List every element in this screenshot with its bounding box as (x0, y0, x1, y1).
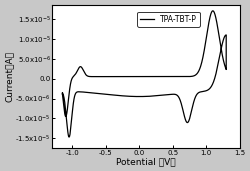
TPA-TBT-P (200, 61, 203, 63)
TPA-TBT-P (61, 93, 64, 95)
TPA-TBT-P (204, 42, 207, 44)
X-axis label: Potential （V）: Potential （V） (116, 157, 176, 166)
TPA-TBT-P (166, 94, 168, 96)
Y-axis label: Current（A）: Current（A） (5, 51, 14, 102)
TPA-TBT-P (224, 35, 227, 37)
TPA-TBT-P (68, 136, 70, 138)
TPA-TBT-P (126, 76, 129, 78)
Line: TPA-TBT-P: TPA-TBT-P (62, 11, 226, 137)
TPA-TBT-P (107, 76, 110, 78)
TPA-TBT-P (61, 93, 64, 95)
TPA-TBT-P (211, 10, 214, 12)
Legend: TPA-TBT-P: TPA-TBT-P (137, 12, 200, 27)
